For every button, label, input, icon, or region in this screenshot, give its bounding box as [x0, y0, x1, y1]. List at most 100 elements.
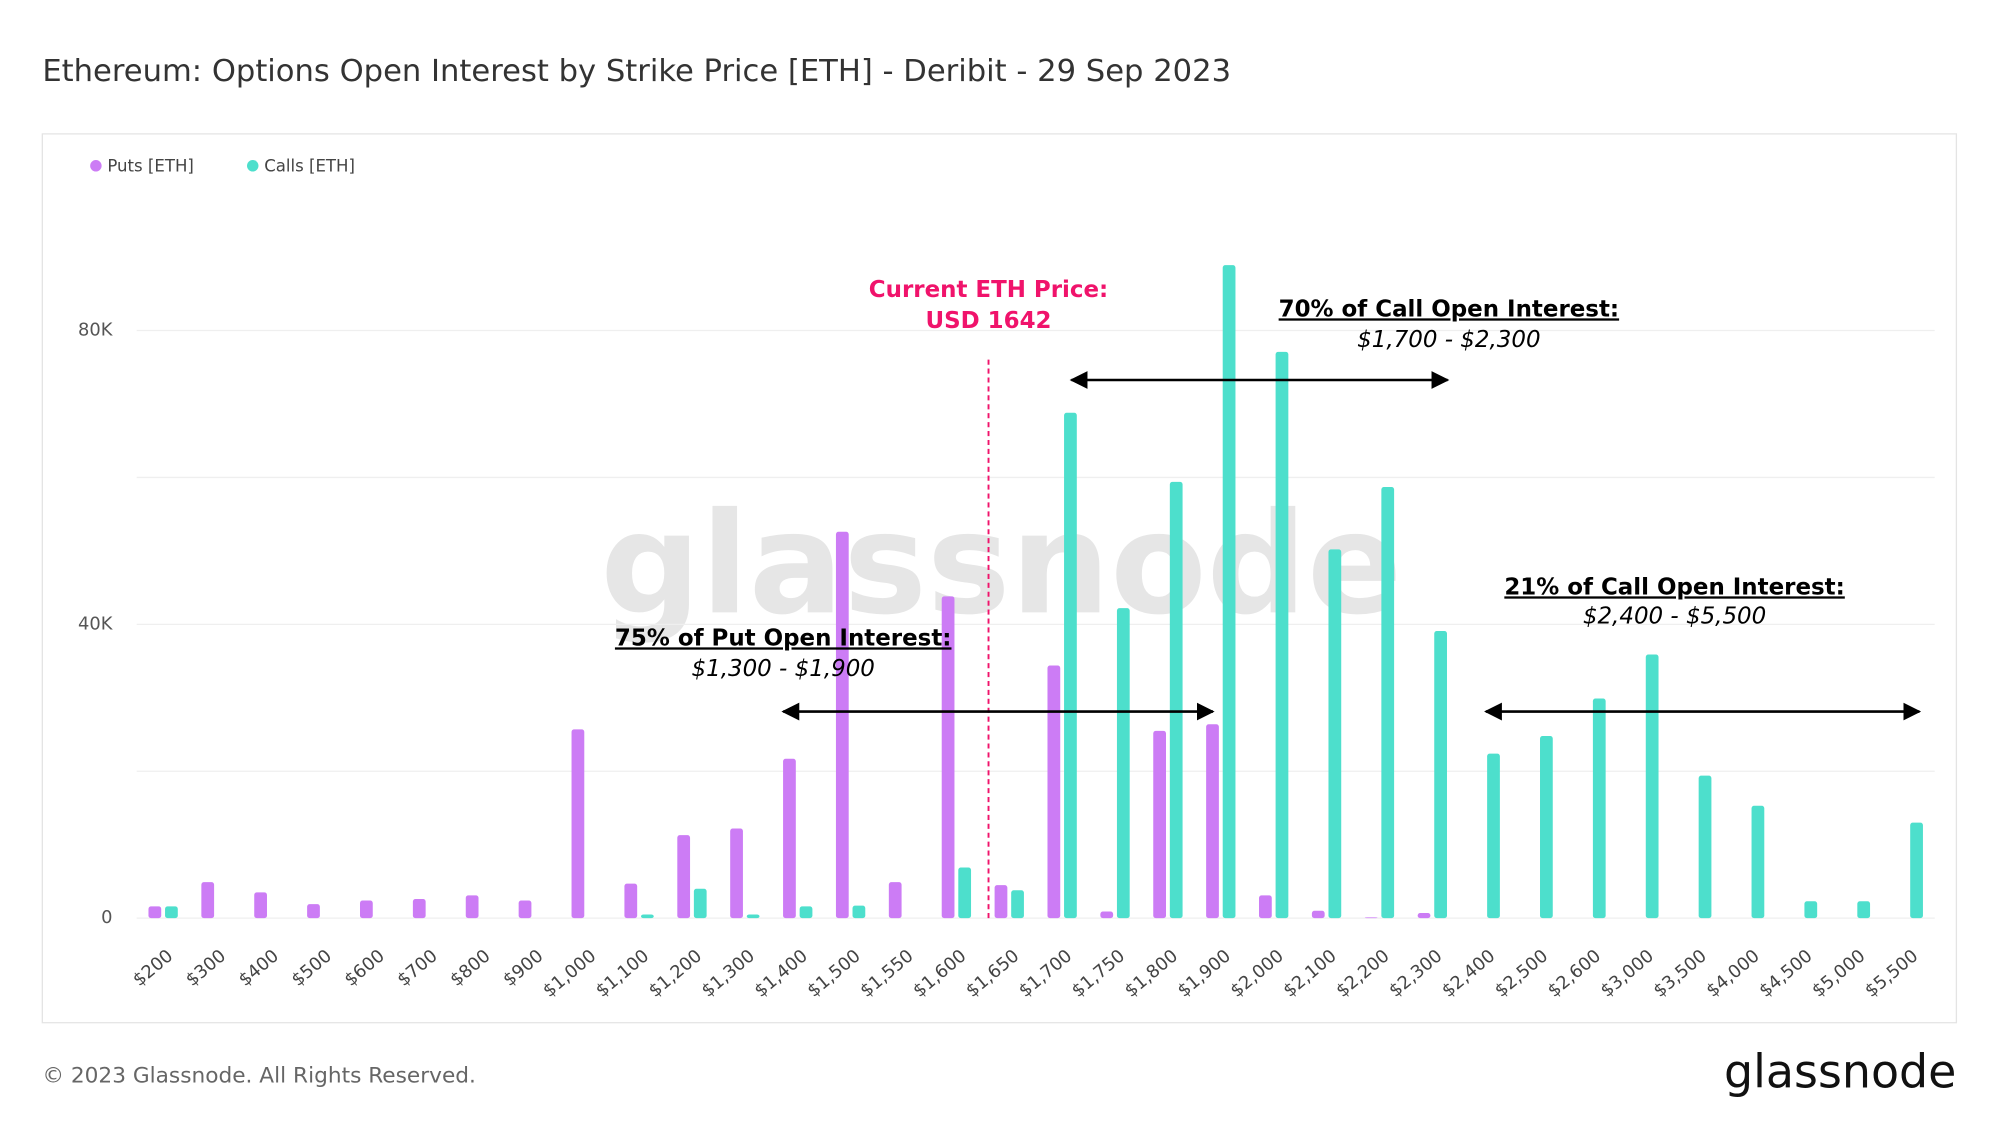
call-annotation: $1,700 - $2,300 [1357, 327, 1540, 353]
bar [1222, 265, 1236, 919]
bar [307, 904, 320, 919]
bar [1751, 805, 1765, 919]
bar [624, 883, 638, 919]
x-tick-label: $2,600 [1544, 945, 1605, 1001]
bar [360, 900, 373, 919]
bar [1153, 730, 1167, 919]
bar [1275, 351, 1289, 919]
x-tick-label: $500 [288, 945, 336, 990]
call-annotation: $2,400 - $5,500 [1583, 604, 1766, 630]
x-tick-label: $5,500 [1861, 945, 1922, 1001]
x-tick-label: $4,500 [1755, 945, 1816, 1001]
legend-marker [90, 160, 102, 172]
bar [746, 914, 760, 919]
bar [254, 892, 267, 919]
bar [1206, 724, 1219, 919]
x-tick-label: $1,300 [698, 945, 759, 1001]
bar [1592, 698, 1606, 919]
footer: © 2023 Glassnode. All Rights Reserved. [42, 1063, 476, 1088]
chart-title: Ethereum: Options Open Interest by Strik… [42, 54, 1231, 89]
bar [1047, 665, 1061, 919]
bar [958, 867, 972, 919]
x-tick-label: $1,000 [539, 945, 600, 1001]
bar [1698, 775, 1712, 919]
bar [165, 906, 178, 919]
bar [1311, 910, 1325, 919]
x-tick-label: $2,300 [1385, 945, 1446, 1001]
bar [1910, 822, 1923, 919]
x-tick-label: $1,500 [803, 945, 864, 1001]
bar [412, 899, 426, 919]
logo: glassnode [1724, 1044, 1956, 1098]
bar [852, 905, 866, 919]
x-tick-label: $200 [129, 945, 177, 990]
x-tick-label: $1,200 [645, 945, 706, 1001]
x-tick-label: $2,000 [1226, 945, 1287, 1001]
bar [1064, 412, 1077, 919]
y-tick-label: 80K [78, 320, 114, 341]
x-tick-label: $3,500 [1649, 945, 1710, 1001]
x-tick-label: $300 [182, 945, 230, 990]
bar [640, 914, 654, 919]
bar [1487, 753, 1500, 919]
x-tick-label: $400 [235, 945, 283, 990]
call-annotation: 21% of Call Open Interest: [1504, 574, 1844, 600]
x-tick-label: $1,750 [1068, 945, 1129, 1001]
bar [1804, 901, 1818, 919]
bar [1381, 486, 1395, 919]
x-tick-label: $1,700 [1015, 945, 1076, 1001]
x-tick-label: $1,100 [592, 945, 653, 1001]
put-annotation: $1,300 - $1,900 [692, 656, 875, 682]
bar [1328, 549, 1342, 919]
x-tick-label: $2,200 [1332, 945, 1393, 1001]
bar [783, 758, 796, 919]
bar [1011, 890, 1024, 919]
x-tick-label: $1,550 [856, 945, 917, 1001]
bar [201, 882, 215, 919]
bar [1116, 608, 1130, 919]
bar [518, 900, 532, 919]
y-tick-label: 40K [78, 613, 114, 634]
bar [1169, 481, 1183, 919]
bar [1857, 901, 1871, 919]
bar [1434, 630, 1447, 919]
y-tick-label: 0 [101, 907, 112, 928]
price-annotation: USD 1642 [926, 308, 1052, 334]
x-tick-label: $2,100 [1279, 945, 1340, 1001]
legend-label: Puts [ETH] [107, 157, 194, 176]
bar [941, 596, 955, 919]
x-tick-label: $5,000 [1808, 945, 1869, 1001]
put-annotation: 75% of Put Open Interest: [615, 625, 952, 651]
x-tick-label: $1,400 [750, 945, 811, 1001]
bar [693, 888, 707, 919]
call-annotation: 70% of Call Open Interest: [1279, 296, 1619, 322]
bar [730, 828, 743, 919]
x-tick-label: $2,400 [1438, 945, 1499, 1001]
x-tick-label: $4,000 [1702, 945, 1763, 1001]
bar [148, 906, 162, 919]
bar [465, 895, 479, 919]
bar [1364, 917, 1378, 919]
bar [1540, 735, 1553, 919]
watermark: glassnode [600, 483, 1402, 646]
bar [835, 531, 849, 919]
x-tick-label: $2,500 [1491, 945, 1552, 1001]
x-tick-label: $600 [340, 945, 388, 990]
x-tick-label: $1,900 [1174, 945, 1235, 1001]
bar [1645, 654, 1659, 919]
bar [1417, 913, 1431, 919]
bar [571, 729, 585, 919]
x-tick-label: $700 [393, 945, 441, 990]
bar [888, 882, 902, 919]
bar [994, 885, 1008, 919]
legend-marker [246, 160, 259, 172]
legend-label: Calls [ETH] [264, 157, 355, 176]
x-tick-label: $1,800 [1121, 945, 1182, 1001]
bar [1100, 911, 1114, 919]
bar [677, 835, 691, 919]
plot-frame [41, 133, 1958, 1024]
bar [1259, 895, 1272, 919]
x-tick-label: $3,000 [1597, 945, 1658, 1001]
x-tick-label: $800 [446, 945, 494, 990]
